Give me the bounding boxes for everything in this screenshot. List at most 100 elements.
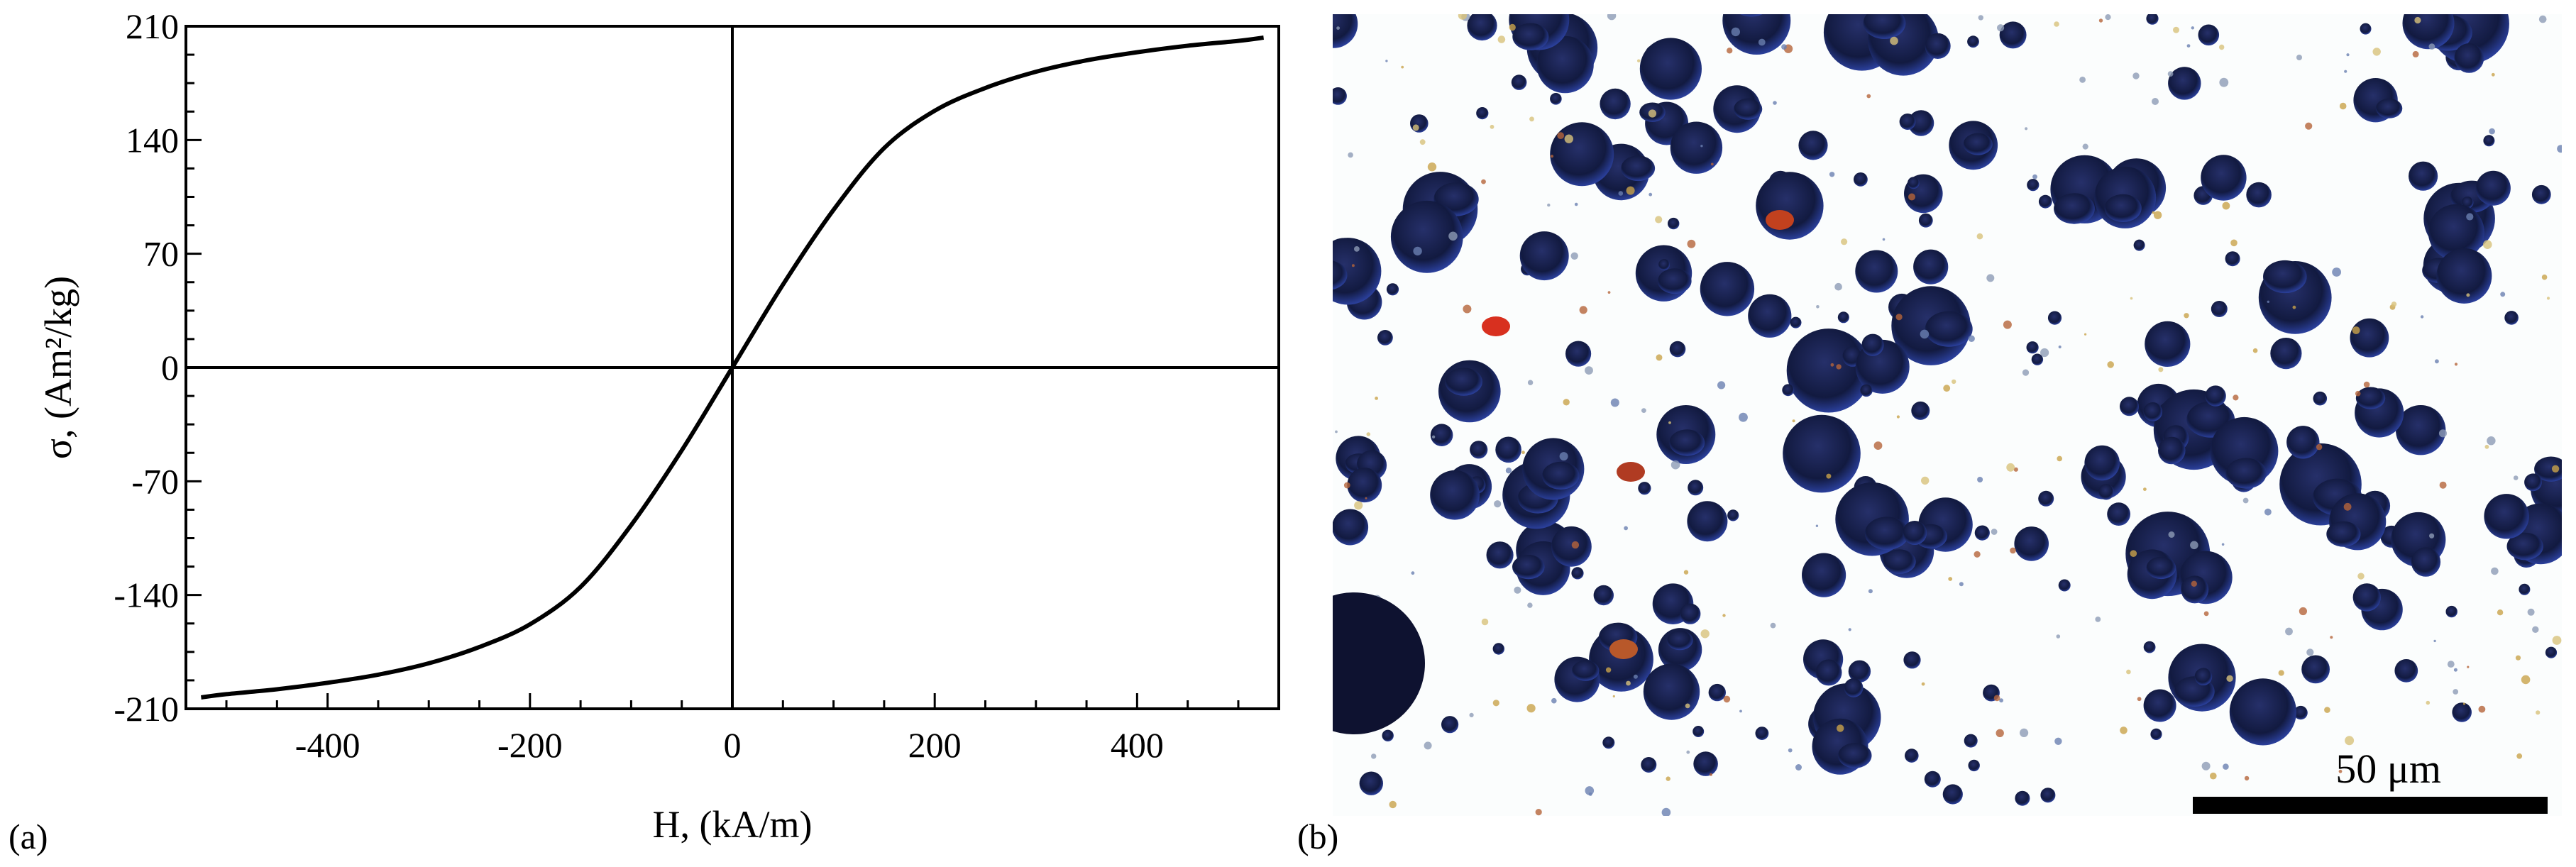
particle-cluster [1669, 429, 1705, 456]
speck [1841, 238, 1848, 245]
particle [1748, 294, 1792, 338]
speck [2130, 550, 2137, 557]
speck [1770, 622, 1776, 629]
particle-cluster [2225, 458, 2267, 489]
particle [2352, 583, 2381, 612]
speck [2292, 305, 2296, 309]
particle [1783, 414, 1861, 493]
particle [1798, 131, 1828, 160]
speck [2221, 543, 2225, 546]
tick-labels: -400 -200 0 200 400 -210 -140 -70 0 70 140 210 [114, 6, 1164, 765]
speck [2137, 697, 2142, 702]
particle [1571, 567, 1584, 580]
speck [2143, 487, 2147, 491]
speck [2466, 293, 2470, 297]
particle [1359, 771, 1383, 795]
speck [1830, 363, 1834, 367]
particle [1600, 88, 1631, 120]
speck [1683, 570, 1689, 575]
particle [2047, 311, 2062, 325]
particle [1495, 436, 1521, 463]
speck [1890, 36, 1898, 45]
speck [2233, 394, 2239, 401]
particle [1593, 585, 1614, 606]
speck [2546, 297, 2550, 300]
particle [2411, 547, 2441, 577]
particle [2040, 788, 2056, 803]
particle [2027, 179, 2040, 192]
speck [1655, 216, 1663, 223]
speck [2267, 300, 2269, 303]
speck [1505, 468, 1512, 474]
particle-cluster [1333, 260, 1348, 290]
speck [2491, 567, 2499, 575]
speck [2222, 201, 2230, 210]
speck [1959, 582, 1964, 587]
speck [2391, 302, 2397, 307]
particle [1861, 333, 1884, 356]
reddish-particle [1617, 462, 1645, 482]
speck [2557, 145, 2562, 153]
speck [2244, 775, 2250, 781]
scale-bar-label: 50 μm [2335, 746, 2441, 792]
speck [2346, 53, 2350, 57]
particle [2181, 575, 2209, 604]
speck [2226, 675, 2233, 682]
speck [1490, 124, 1495, 129]
particle-cluster [1925, 311, 1973, 347]
speck [1605, 667, 1612, 673]
speck [1976, 233, 1983, 240]
particle [2015, 790, 2030, 806]
speck [1873, 441, 1883, 450]
speck [2355, 390, 2361, 397]
speck [1921, 682, 1925, 686]
speck [1514, 586, 1521, 594]
speck [2532, 626, 2539, 633]
speck [2414, 16, 2421, 24]
speck [1836, 364, 1842, 370]
particle [1755, 727, 1769, 740]
particle [2504, 311, 2519, 325]
speck [1354, 501, 1363, 510]
speck [2438, 429, 2448, 438]
particle [1700, 262, 1755, 316]
speck [2130, 297, 2133, 300]
particle [1668, 217, 1680, 230]
particle [1802, 553, 1846, 597]
speck [2184, 313, 2189, 319]
speck [2478, 705, 2486, 713]
speck [1563, 399, 1570, 406]
speck [2105, 14, 2111, 21]
speck [1535, 809, 1542, 816]
particle-cluster [2146, 556, 2176, 580]
speck [2344, 70, 2347, 73]
speck [2168, 531, 2175, 538]
reddish-particle [1482, 316, 1510, 336]
speck [2219, 44, 2225, 50]
speck [1509, 23, 1516, 31]
speck [2462, 702, 2466, 705]
speck [1991, 529, 1998, 535]
speck [1792, 419, 1795, 423]
speck [2541, 274, 2548, 280]
speck [2306, 648, 2314, 656]
particle [1639, 38, 1702, 100]
speck [1921, 476, 1930, 485]
speck [1419, 139, 1426, 145]
speck [2454, 363, 2458, 366]
speck [2500, 292, 2506, 297]
speck [1868, 589, 1873, 594]
speck [1527, 602, 1533, 608]
speck [2120, 727, 2128, 734]
particle [1430, 424, 1453, 446]
particle-cluster [1572, 660, 1600, 681]
y-tick-label: 140 [126, 120, 179, 160]
speck [2426, 700, 2431, 705]
particle-cluster [1740, 14, 1763, 17]
speck [2412, 50, 2419, 57]
particle-cluster [2326, 521, 2361, 547]
speck [2095, 617, 2101, 622]
speck [2098, 18, 2103, 23]
speck [1559, 452, 1568, 461]
particle [1536, 35, 1594, 94]
